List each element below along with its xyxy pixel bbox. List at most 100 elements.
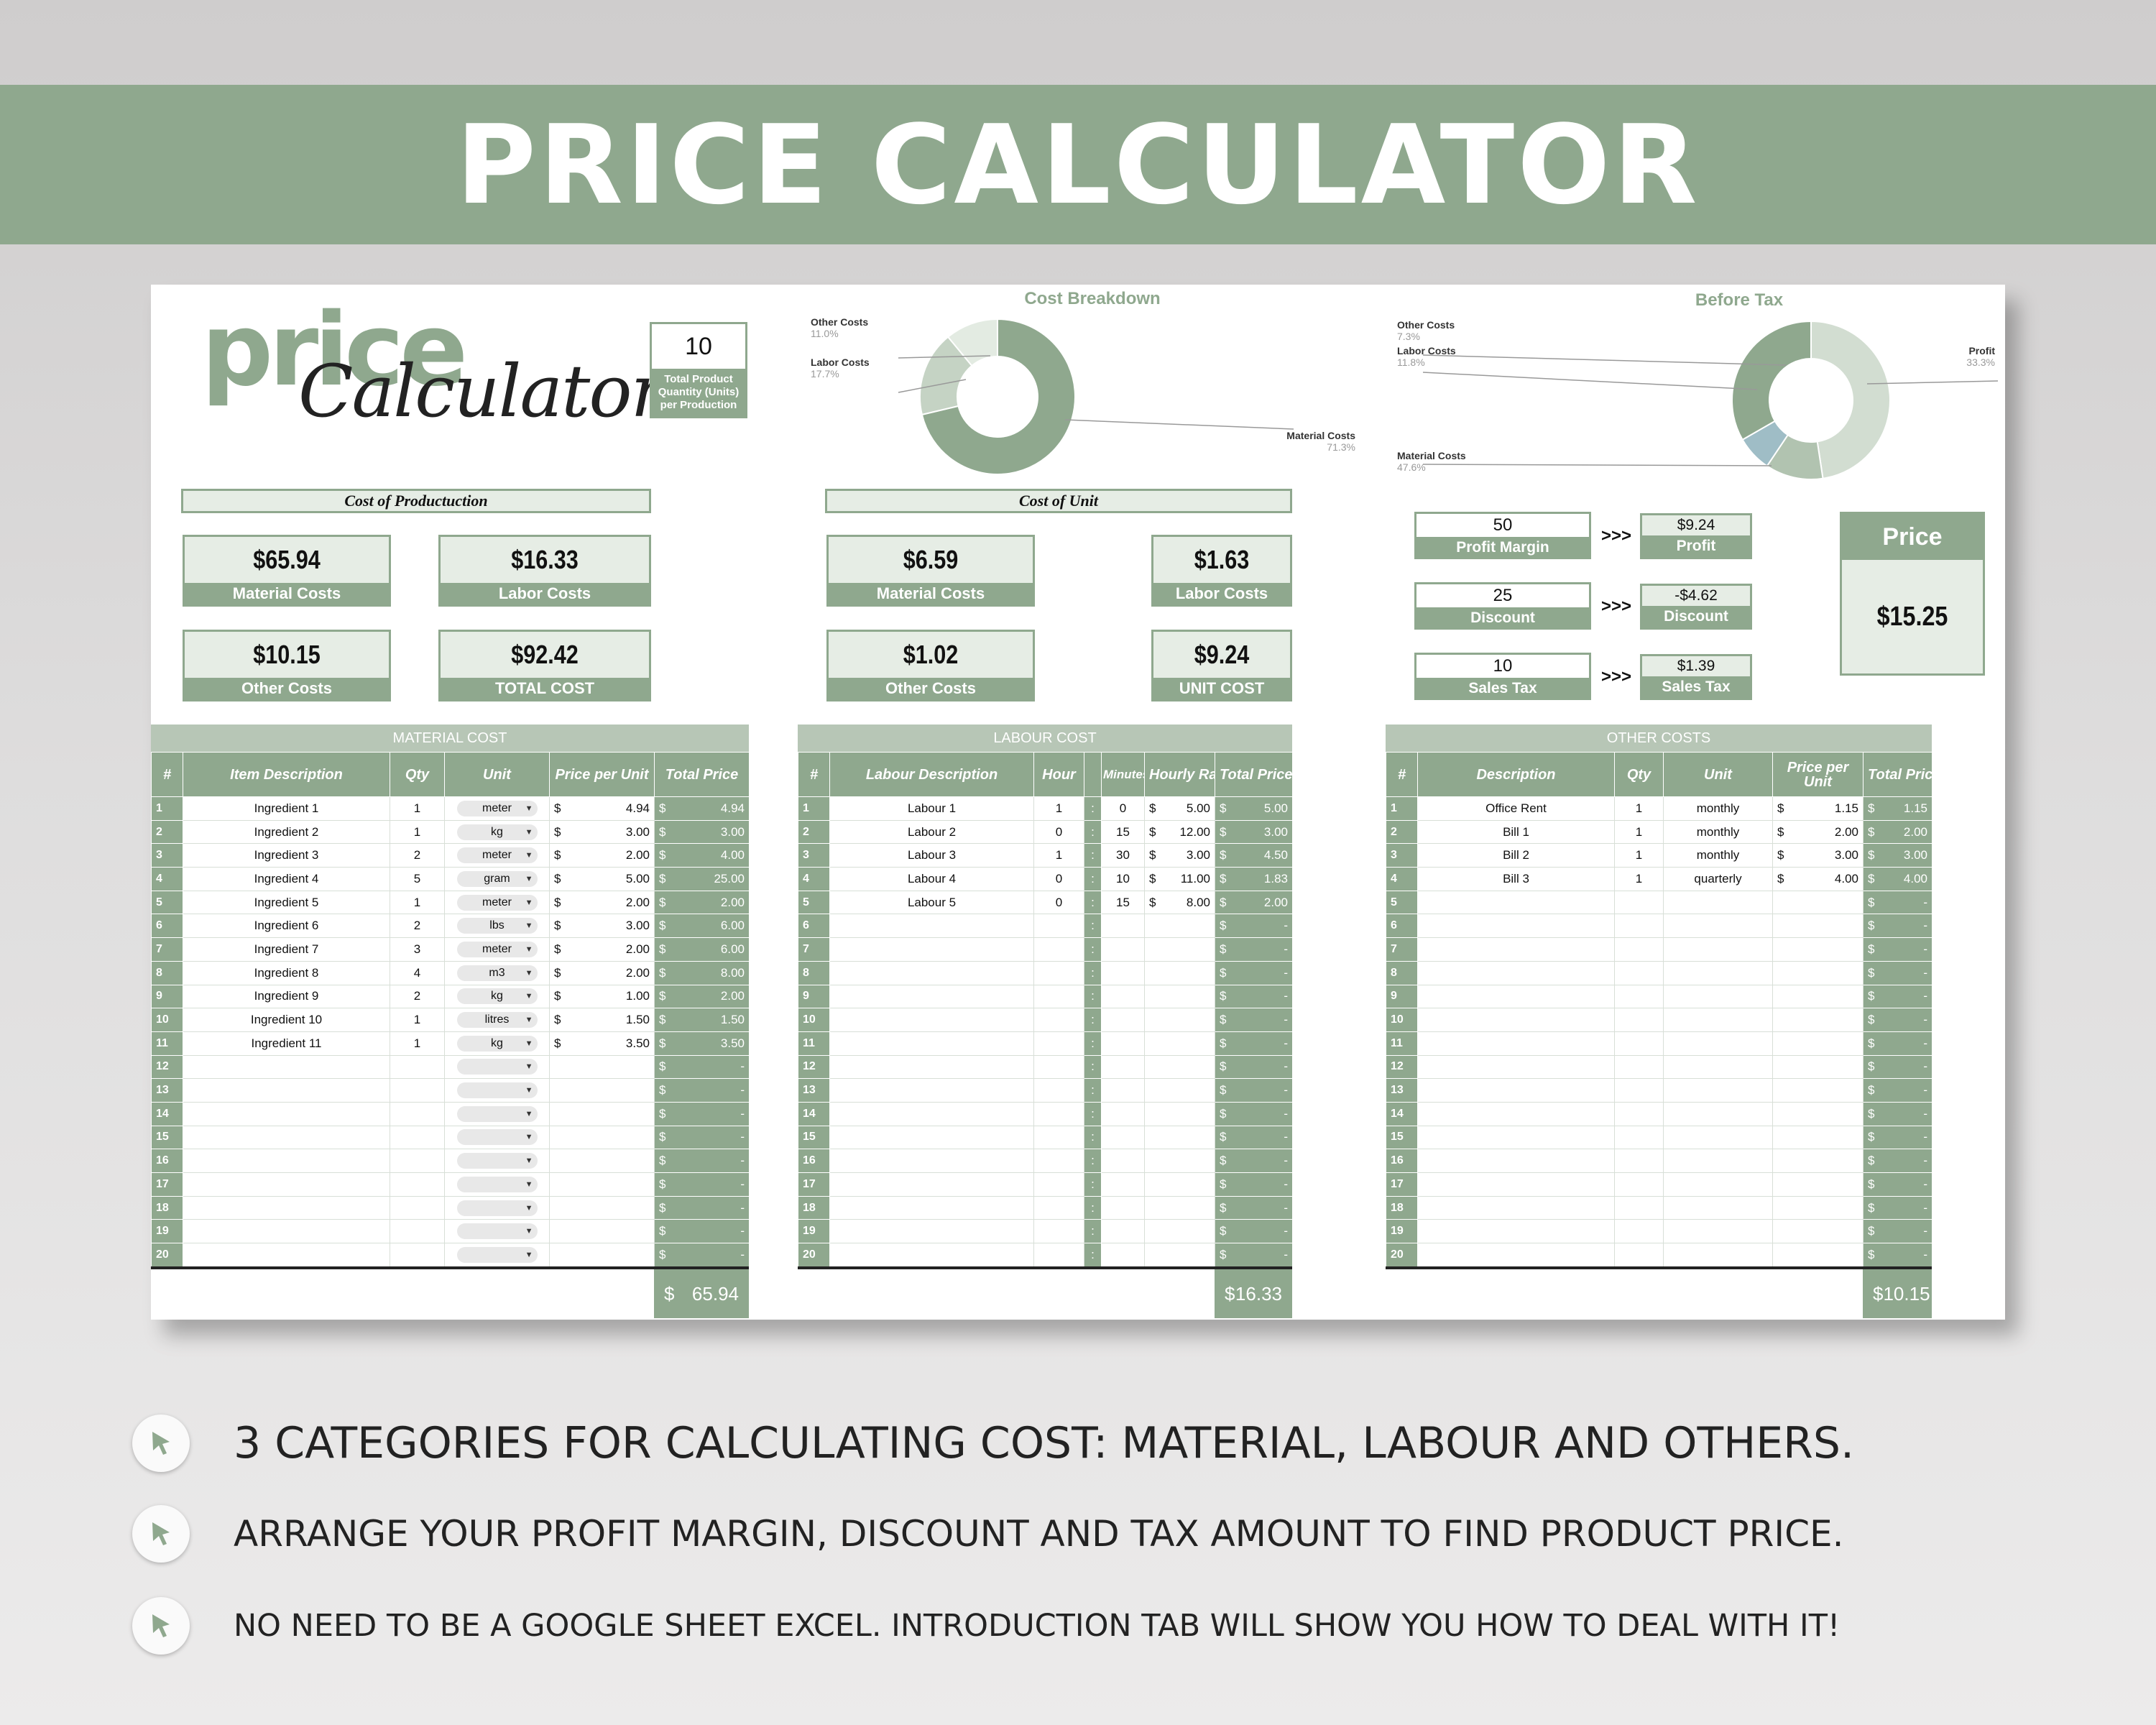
description-cell[interactable] [1417, 1054, 1615, 1080]
unit-dropdown[interactable]: meter [456, 941, 538, 957]
qty-cell[interactable]: 1 [1614, 819, 1664, 845]
qty-cell[interactable] [1614, 1054, 1664, 1080]
unit-cell[interactable] [444, 1078, 550, 1103]
minutes-cell[interactable] [1101, 1101, 1145, 1126]
qty-cell[interactable] [390, 1149, 445, 1173]
minutes-cell[interactable] [1101, 937, 1145, 962]
unit-cell[interactable]: lbs [444, 914, 550, 939]
unit-cell[interactable]: kg [444, 819, 550, 845]
unit-dropdown[interactable] [456, 1223, 538, 1240]
item-description-cell[interactable]: Ingredient 11 [183, 1031, 390, 1056]
qty-cell[interactable] [1614, 1149, 1664, 1173]
qty-cell[interactable] [390, 1078, 445, 1103]
hour-cell[interactable]: 1 [1033, 843, 1084, 868]
unit-cell[interactable] [1663, 914, 1773, 939]
labour-description-cell[interactable] [829, 1172, 1034, 1197]
unit-dropdown[interactable]: kg [456, 1035, 538, 1052]
labour-description-cell[interactable]: Labour 4 [829, 867, 1034, 891]
product-quantity-input[interactable]: 10 [685, 332, 712, 360]
qty-cell[interactable] [1614, 890, 1664, 915]
unit-dropdown[interactable]: meter [456, 847, 538, 864]
unit-dropdown[interactable] [456, 1200, 538, 1216]
hour-cell[interactable] [1033, 1031, 1084, 1056]
qty-cell[interactable]: 4 [390, 960, 445, 985]
qty-cell[interactable] [390, 1243, 445, 1267]
unit-cell[interactable]: meter [444, 796, 550, 821]
qty-cell[interactable]: 2 [390, 914, 445, 939]
minutes-cell[interactable] [1101, 1149, 1145, 1173]
qty-cell[interactable] [390, 1054, 445, 1080]
unit-dropdown[interactable] [456, 1082, 538, 1099]
labour-description-cell[interactable] [829, 960, 1034, 985]
qty-cell[interactable] [1614, 914, 1664, 939]
unit-cell[interactable] [1663, 1219, 1773, 1244]
unit-cell[interactable] [444, 1149, 550, 1173]
unit-cell[interactable] [444, 1101, 550, 1126]
qty-cell[interactable]: 1 [1614, 867, 1664, 891]
unit-dropdown[interactable]: m3 [456, 965, 538, 981]
minutes-cell[interactable] [1101, 984, 1145, 1009]
labour-description-cell[interactable] [829, 1195, 1034, 1220]
minutes-cell[interactable] [1101, 1125, 1145, 1150]
qty-cell[interactable] [1614, 984, 1664, 1009]
unit-dropdown[interactable] [456, 1246, 538, 1263]
minutes-cell[interactable]: 0 [1101, 796, 1145, 821]
minutes-cell[interactable] [1101, 1008, 1145, 1032]
unit-dropdown[interactable] [456, 1105, 538, 1122]
qty-cell[interactable] [1614, 1195, 1664, 1220]
hour-cell[interactable] [1033, 1172, 1084, 1197]
description-cell[interactable] [1417, 960, 1615, 985]
hour-cell[interactable] [1033, 1243, 1084, 1267]
labour-description-cell[interactable] [829, 1031, 1034, 1056]
labour-description-cell[interactable] [829, 1054, 1034, 1080]
labour-description-cell[interactable]: Labour 3 [829, 843, 1034, 868]
hour-cell[interactable] [1033, 1125, 1084, 1150]
labour-description-cell[interactable] [829, 1125, 1034, 1150]
unit-cell[interactable] [1663, 890, 1773, 915]
labour-description-cell[interactable] [829, 1243, 1034, 1267]
hour-cell[interactable]: 1 [1033, 796, 1084, 821]
unit-cell[interactable]: m3 [444, 960, 550, 985]
unit-cell[interactable]: quarterly [1663, 867, 1773, 891]
item-description-cell[interactable]: Ingredient 2 [183, 819, 390, 845]
labour-description-cell[interactable] [829, 1101, 1034, 1126]
qty-cell[interactable] [390, 1219, 445, 1244]
item-description-cell[interactable]: Ingredient 8 [183, 960, 390, 985]
qty-cell[interactable] [390, 1172, 445, 1197]
unit-dropdown[interactable] [456, 1176, 538, 1192]
unit-cell[interactable] [444, 1125, 550, 1150]
hour-cell[interactable] [1033, 1219, 1084, 1244]
unit-cell[interactable]: gram [444, 867, 550, 891]
unit-cell[interactable] [1663, 1243, 1773, 1267]
description-cell[interactable] [1417, 890, 1615, 915]
qty-cell[interactable]: 1 [1614, 843, 1664, 868]
minutes-cell[interactable] [1101, 1078, 1145, 1103]
hour-cell[interactable] [1033, 1008, 1084, 1032]
qty-cell[interactable]: 1 [390, 1008, 445, 1032]
qty-cell[interactable] [390, 1101, 445, 1126]
minutes-cell[interactable]: 10 [1101, 867, 1145, 891]
unit-cell[interactable] [1663, 1172, 1773, 1197]
unit-dropdown[interactable]: meter [456, 800, 538, 816]
qty-cell[interactable] [1614, 1219, 1664, 1244]
description-cell[interactable]: Office Rent [1417, 796, 1615, 821]
unit-cell[interactable] [1663, 937, 1773, 962]
qty-cell[interactable] [1614, 1031, 1664, 1056]
unit-cell[interactable] [1663, 1078, 1773, 1103]
item-description-cell[interactable]: Ingredient 7 [183, 937, 390, 962]
discount-input[interactable]: 25 [1493, 586, 1513, 605]
description-cell[interactable]: Bill 2 [1417, 843, 1615, 868]
minutes-cell[interactable]: 30 [1101, 843, 1145, 868]
unit-cell[interactable] [1663, 1125, 1773, 1150]
hour-cell[interactable]: 0 [1033, 890, 1084, 915]
unit-cell[interactable]: meter [444, 937, 550, 962]
item-description-cell[interactable] [183, 1078, 390, 1103]
labour-description-cell[interactable] [829, 1078, 1034, 1103]
qty-cell[interactable] [1614, 1101, 1664, 1126]
qty-cell[interactable]: 1 [390, 796, 445, 821]
description-cell[interactable] [1417, 1078, 1615, 1103]
unit-cell[interactable] [1663, 960, 1773, 985]
item-description-cell[interactable] [183, 1101, 390, 1126]
unit-cell[interactable] [444, 1195, 550, 1220]
unit-cell[interactable] [1663, 1149, 1773, 1173]
